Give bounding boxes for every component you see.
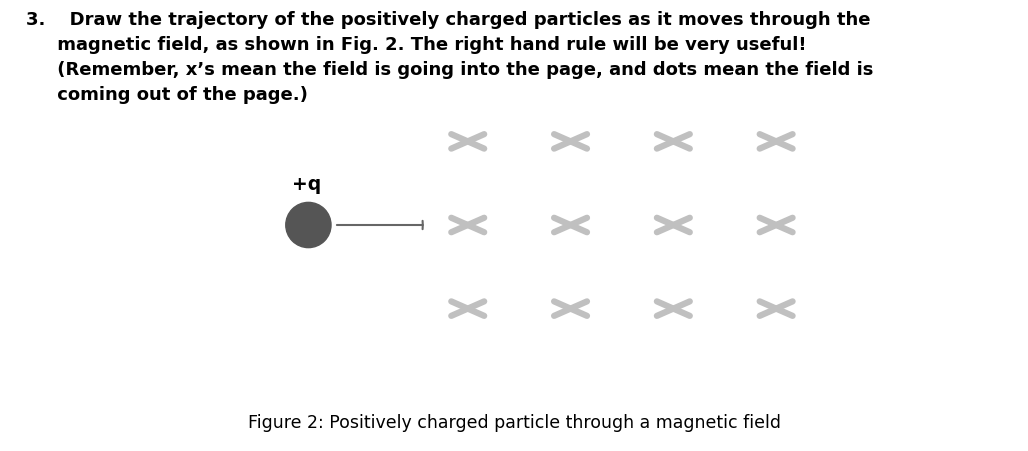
Text: Figure 2: Positively charged particle through a magnetic field: Figure 2: Positively charged particle th…: [248, 413, 780, 431]
Text: 3.  Draw the trajectory of the positively charged particles as it moves through : 3. Draw the trajectory of the positively…: [26, 11, 873, 104]
Text: +q: +q: [292, 175, 321, 194]
Ellipse shape: [286, 203, 331, 248]
